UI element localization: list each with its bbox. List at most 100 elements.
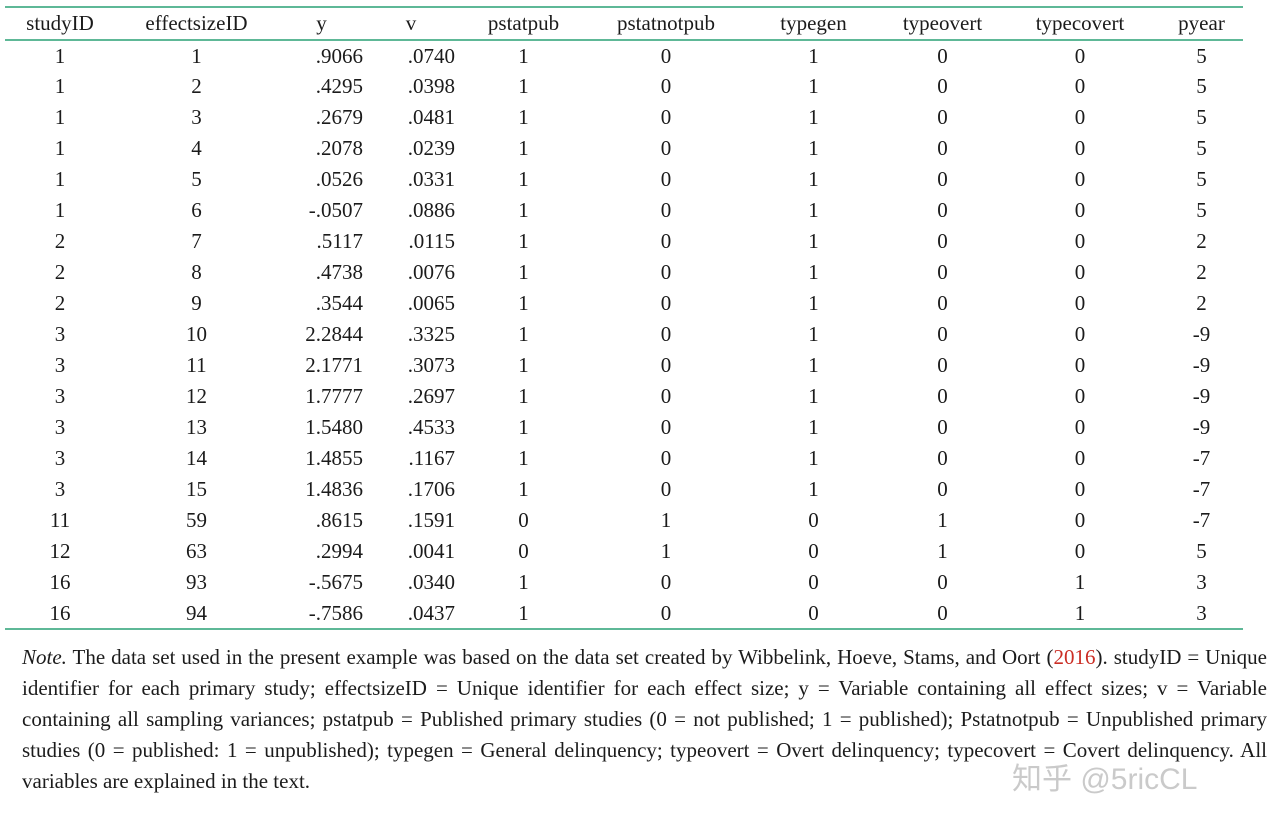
table-row: 2 9 .3544 .0065 1 0 1 0 0 2: [5, 288, 1243, 319]
col-header-v: v: [405, 11, 417, 35]
cell-typeovert: 0: [937, 105, 948, 129]
cell-typegen: 1: [808, 198, 819, 222]
cell-v: .1591: [407, 508, 455, 532]
cell-v: .0437: [407, 600, 455, 625]
cell-y: -.7586: [308, 600, 363, 625]
cell-pstatnotpub: 0: [660, 74, 672, 98]
cell-v: .0239: [407, 136, 455, 160]
cell-typeovert: 0: [937, 477, 948, 501]
cell-effectsizeID: 8: [191, 260, 202, 284]
cell-typecovert: 0: [1074, 136, 1086, 160]
table-row: 16 94 -.7586 .0437 1 0 0 0 1 3: [5, 598, 1243, 629]
cell-y: 2.2844: [305, 322, 363, 346]
cell-pstatpub: 1: [518, 260, 529, 284]
cell-pstatpub: 1: [518, 477, 529, 501]
cell-typecovert: 0: [1074, 322, 1086, 346]
cell-typegen: 1: [808, 167, 819, 191]
cell-effectsizeID: 9: [191, 291, 202, 315]
cell-typeovert: 0: [937, 353, 948, 377]
cell-typegen: 1: [808, 446, 819, 470]
cell-pstatnotpub: 0: [660, 260, 672, 284]
cell-typecovert: 0: [1074, 384, 1086, 408]
table-row: 3 11 2.1771 .3073 1 0 1 0 0 -9: [5, 350, 1243, 381]
cell-v: .0065: [407, 291, 455, 315]
cell-v: .0340: [407, 570, 455, 594]
col-header-effectsizeID: effectsizeID: [145, 11, 248, 35]
cell-y: 1.4855: [305, 446, 363, 470]
cell-pyear: 5: [1196, 198, 1207, 222]
cell-effectsizeID: 2: [191, 74, 202, 98]
cell-typecovert: 0: [1074, 291, 1086, 315]
cell-typegen: 1: [808, 43, 819, 68]
cell-v: .0740: [407, 43, 455, 68]
cell-studyID: 1: [54, 43, 66, 68]
table-row: 16 93 -.5675 .0340 1 0 0 0 1 3: [5, 567, 1243, 598]
cell-typeovert: 0: [937, 74, 948, 98]
cell-pyear: -7: [1192, 477, 1211, 501]
citation-year-link[interactable]: 2016: [1053, 645, 1096, 669]
cell-pstatpub: 1: [518, 322, 529, 346]
cell-pstatnotpub: 0: [660, 229, 672, 253]
cell-studyID: 3: [54, 322, 66, 346]
cell-typecovert: 0: [1074, 229, 1086, 253]
cell-pstatpub: 0: [518, 539, 529, 563]
cell-pstatpub: 1: [518, 136, 529, 160]
cell-pstatpub: 1: [518, 446, 529, 470]
header-row: studyID effectsizeID y v pstatpub pstatnotpub…: [5, 7, 1243, 40]
cell-typecovert: 0: [1074, 260, 1086, 284]
cell-typegen: 1: [808, 136, 819, 160]
col-header-pyear: pyear: [1178, 11, 1225, 35]
cell-y: -.0507: [308, 198, 363, 222]
cell-pstatpub: 1: [518, 167, 529, 191]
cell-typegen: 0: [808, 508, 819, 532]
table-row: 1 5 .0526 .0331 1 0 1 0 0 5: [5, 164, 1243, 195]
data-table: studyID effectsizeID y v pstatpub pstatnotpub…: [5, 6, 1243, 630]
cell-pstatpub: 1: [518, 570, 529, 594]
cell-studyID: 3: [54, 384, 66, 408]
cell-typegen: 0: [808, 539, 819, 563]
cell-typegen: 1: [808, 105, 819, 129]
cell-typegen: 0: [808, 570, 819, 594]
cell-y: 1.5480: [305, 415, 363, 439]
table-row: 2 7 .5117 .0115 1 0 1 0 0 2: [5, 226, 1243, 257]
table-row: 1 4 .2078 .0239 1 0 1 0 0 5: [5, 133, 1243, 164]
cell-effectsizeID: 14: [186, 446, 207, 470]
cell-typegen: 1: [808, 291, 819, 315]
cell-pstatnotpub: 0: [660, 291, 672, 315]
cell-typeovert: 0: [937, 384, 948, 408]
cell-typegen: 1: [808, 353, 819, 377]
cell-typecovert: 0: [1074, 353, 1086, 377]
cell-typegen: 1: [808, 322, 819, 346]
note-text-before-year: The data set used in the present example…: [66, 645, 1054, 669]
table-row: 3 13 1.5480 .4533 1 0 1 0 0 -9: [5, 412, 1243, 443]
cell-v: .2697: [407, 384, 455, 408]
cell-pstatnotpub: 0: [660, 167, 672, 191]
cell-studyID: 1: [54, 167, 66, 191]
table-row: 3 14 1.4855 .1167 1 0 1 0 0 -7: [5, 443, 1243, 474]
cell-v: .0398: [407, 74, 455, 98]
cell-typecovert: 0: [1074, 508, 1086, 532]
cell-pyear: 5: [1196, 136, 1207, 160]
cell-typeovert: 0: [937, 415, 948, 439]
cell-pyear: 3: [1196, 570, 1207, 594]
cell-studyID: 3: [54, 415, 66, 439]
cell-y: .9066: [315, 43, 363, 68]
cell-y: .8615: [315, 508, 363, 532]
table-note: Note. The data set used in the present e…: [22, 642, 1267, 797]
cell-typegen: 1: [808, 384, 819, 408]
cell-studyID: 3: [54, 477, 66, 501]
cell-typecovert: 0: [1074, 446, 1086, 470]
cell-v: .3073: [407, 353, 455, 377]
cell-effectsizeID: 1: [191, 43, 202, 68]
cell-typecovert: 0: [1074, 477, 1086, 501]
cell-studyID: 1: [54, 105, 66, 129]
cell-typeovert: 0: [937, 136, 948, 160]
cell-pstatnotpub: 0: [660, 415, 672, 439]
cell-effectsizeID: 13: [186, 415, 207, 439]
cell-studyID: 1: [54, 198, 66, 222]
cell-typeovert: 1: [937, 539, 948, 563]
cell-studyID: 3: [54, 353, 66, 377]
cell-effectsizeID: 4: [191, 136, 202, 160]
cell-effectsizeID: 12: [186, 384, 207, 408]
cell-effectsizeID: 6: [191, 198, 202, 222]
